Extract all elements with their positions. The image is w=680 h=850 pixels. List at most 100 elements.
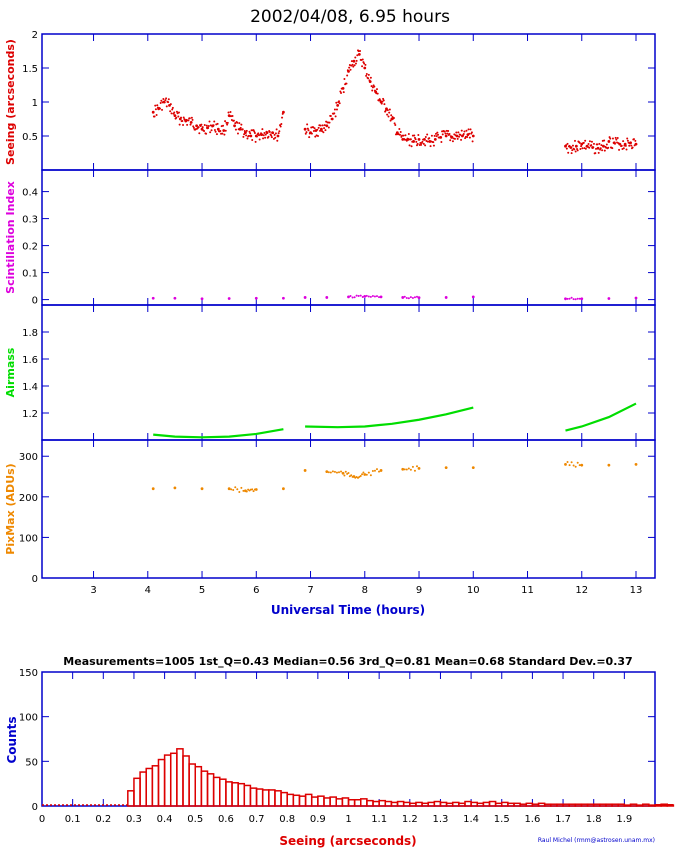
seeing-point <box>272 137 275 140</box>
seeing-point <box>303 127 307 131</box>
seeing-point <box>192 125 195 128</box>
seeing-point <box>323 124 326 127</box>
pixmax-point <box>574 465 577 468</box>
airmass-frame <box>41 304 656 441</box>
pixmax-point <box>369 474 372 477</box>
histogram-bar <box>599 803 607 807</box>
seeing-point <box>213 120 216 123</box>
scintillation-ytick-label: 0.3 <box>22 215 38 226</box>
seeing-point <box>165 97 168 100</box>
histogram-bar <box>605 803 613 807</box>
airmass-ytick-label: 1.4 <box>22 382 38 393</box>
histogram-bar <box>451 801 460 807</box>
seeing-point <box>175 116 178 119</box>
histogram-bar <box>194 765 203 807</box>
histogram-bar <box>501 801 509 807</box>
seeing-point <box>189 123 192 126</box>
histogram-bar <box>176 748 184 807</box>
pixmax-point <box>564 462 567 466</box>
pixmax-point <box>356 476 359 479</box>
seeing-point <box>424 144 427 147</box>
pixmax-point <box>338 471 341 474</box>
histogram-bar <box>212 776 221 807</box>
seeing-point <box>565 147 568 150</box>
seeing-point <box>426 140 429 143</box>
scintillation-point <box>411 297 414 300</box>
histogram-bar <box>623 804 632 807</box>
seeing-point <box>156 104 159 107</box>
pixmax-point <box>444 466 448 469</box>
pixmax-point <box>568 464 571 467</box>
seeing-point <box>630 144 633 147</box>
seeing-point <box>601 149 604 152</box>
histogram-bar <box>280 791 288 807</box>
seeing-point <box>333 112 336 115</box>
seeing-point <box>304 132 307 135</box>
seeing-point <box>351 63 354 66</box>
seeing-point <box>388 111 391 114</box>
seeing-point <box>336 104 340 107</box>
seeing-point <box>319 124 322 127</box>
seeing-point <box>620 144 623 147</box>
histogram-xtick-label: 0.1 <box>65 814 81 825</box>
histogram-xtick-label: 0.5 <box>187 814 203 825</box>
scintillation-point <box>351 296 354 299</box>
seeing-point <box>245 134 248 137</box>
seeing-point <box>382 97 385 100</box>
histogram-xtick-label: 0.3 <box>126 814 142 825</box>
scintillation-point <box>403 295 406 298</box>
scintillation-point <box>444 296 448 299</box>
scintillation-point <box>173 296 177 300</box>
pixmax-point <box>251 488 254 491</box>
seeing-point <box>469 128 472 131</box>
seeing-point <box>270 136 273 139</box>
time-xtick-label: 9 <box>416 585 422 596</box>
pixmax-point <box>303 469 307 472</box>
seeing-point <box>353 64 356 67</box>
seeing-point <box>316 128 319 131</box>
seeing-point <box>390 114 393 117</box>
scintillation-point <box>607 297 611 300</box>
seeing-point <box>316 134 319 137</box>
histogram-bar <box>525 802 534 807</box>
scintillation-ytick-label: 0.2 <box>22 242 38 253</box>
seeing-point <box>323 127 326 130</box>
seeing-point <box>355 59 358 62</box>
pixmax-point <box>471 466 475 469</box>
seeing-point <box>609 137 612 140</box>
seeing-point <box>460 138 463 141</box>
histogram-bar <box>261 789 270 807</box>
seeing-point <box>262 137 265 140</box>
seeing-point <box>314 135 317 138</box>
seeing-point <box>342 91 345 94</box>
seeing-point <box>361 65 364 68</box>
seeing-point <box>276 139 279 142</box>
seeing-point <box>429 145 432 148</box>
scintillation-frame <box>41 169 656 306</box>
seeing-point <box>343 77 346 80</box>
seeing-point <box>198 132 201 135</box>
pixmax-point <box>607 463 611 467</box>
seeing-point <box>460 129 463 132</box>
scintillation-point <box>415 295 418 298</box>
seeing-point <box>376 92 379 95</box>
histogram-bar <box>366 799 374 807</box>
seeing-point <box>392 116 395 119</box>
seeing-point <box>614 136 617 139</box>
seeing-point <box>616 137 619 140</box>
pixmax-point <box>227 487 231 491</box>
seeing-point <box>186 123 189 126</box>
histogram-bar <box>372 800 380 807</box>
seeing-point <box>319 129 322 132</box>
scintillation-point <box>379 295 383 299</box>
seeing-point <box>582 141 585 144</box>
seeing-point <box>165 105 168 108</box>
seeing-point <box>634 139 637 142</box>
seeing-point <box>571 144 574 147</box>
seeing-point <box>153 115 156 118</box>
pixmax-y-label: PixMax (ADUs) <box>4 463 17 554</box>
seeing-point <box>437 133 440 136</box>
seeing-point <box>173 114 177 117</box>
pixmax-point <box>566 461 569 464</box>
seeing-point <box>368 80 372 83</box>
